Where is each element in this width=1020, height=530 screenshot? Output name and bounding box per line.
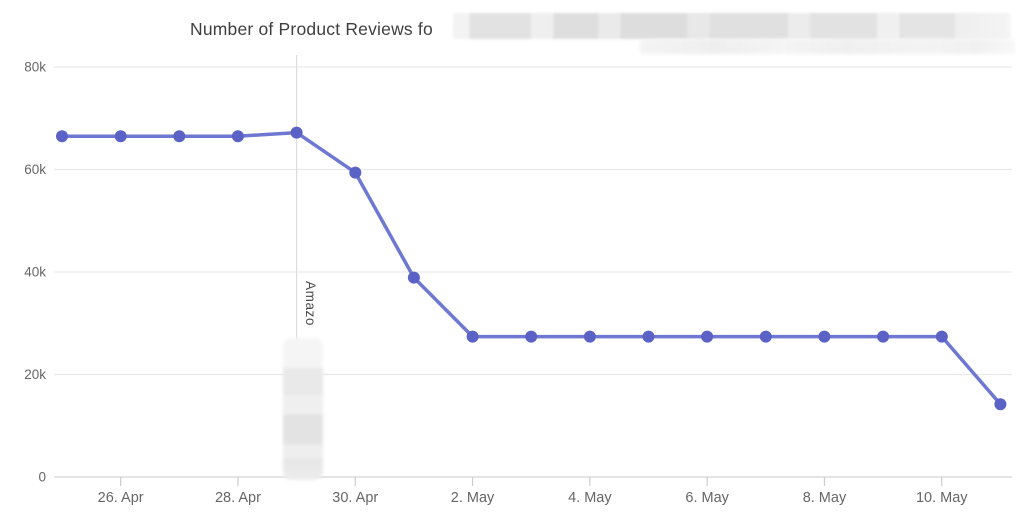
data-point[interactable]	[759, 330, 772, 343]
y-axis-label: 0	[38, 470, 46, 485]
x-axis-label: 4. May	[568, 490, 612, 506]
annotation-label: Amazo	[303, 281, 318, 327]
x-axis-label: 30. Apr	[332, 490, 378, 506]
data-point[interactable]	[818, 330, 831, 343]
redacted-annotation-text	[283, 338, 323, 480]
data-point[interactable]	[994, 398, 1007, 411]
data-point[interactable]	[525, 330, 538, 343]
redacted-title-text-overflow	[640, 39, 1015, 54]
y-axis-label: 20k	[24, 367, 46, 382]
data-point[interactable]	[877, 330, 890, 343]
y-axis-label: 80k	[24, 60, 46, 75]
y-axis-label: 60k	[24, 162, 46, 177]
x-axis-label: 8. May	[803, 490, 847, 506]
data-point[interactable]	[407, 271, 420, 284]
x-axis-label: 28. Apr	[215, 490, 261, 506]
data-point[interactable]	[935, 330, 948, 343]
data-point[interactable]	[231, 130, 244, 143]
x-axis-label: 6. May	[685, 490, 729, 506]
x-axis-label: 2. May	[451, 490, 495, 506]
x-axis-label: 26. Apr	[98, 490, 144, 506]
redacted-title-text	[453, 13, 1011, 39]
data-point[interactable]	[642, 330, 655, 343]
data-point[interactable]	[173, 130, 186, 143]
data-point[interactable]	[466, 330, 479, 343]
data-point[interactable]	[114, 130, 127, 143]
data-point[interactable]	[701, 330, 714, 343]
x-axis-label: 10. May	[916, 490, 968, 506]
data-point[interactable]	[56, 130, 68, 143]
data-point[interactable]	[290, 126, 303, 139]
series-line	[60, 130, 1003, 406]
data-point[interactable]	[349, 166, 362, 179]
data-point[interactable]	[583, 330, 596, 343]
chart-title: Number of Product Reviews fo	[190, 19, 433, 39]
y-axis-label: 40k	[24, 265, 46, 280]
